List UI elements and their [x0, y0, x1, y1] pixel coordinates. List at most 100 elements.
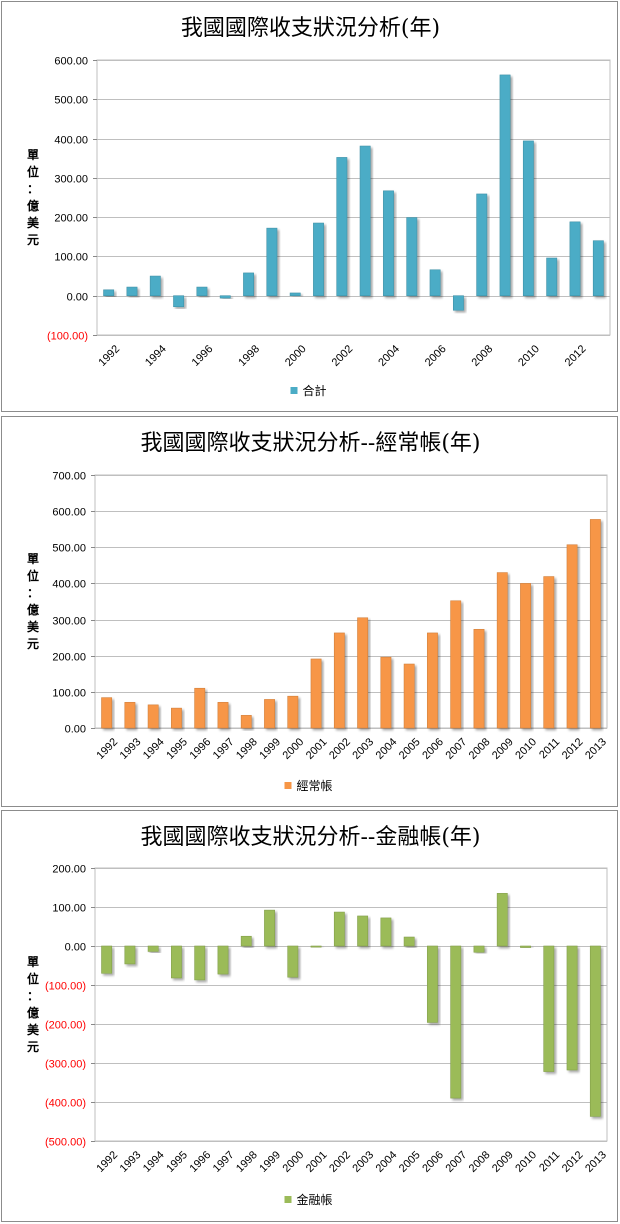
bar[interactable]: [266, 227, 278, 297]
bar[interactable]: [380, 917, 392, 947]
bar[interactable]: [101, 945, 113, 974]
bar[interactable]: [217, 702, 229, 729]
bar[interactable]: [336, 157, 348, 297]
x-tick-label: 2001: [304, 1149, 330, 1175]
bar[interactable]: [240, 715, 252, 729]
bar[interactable]: [196, 286, 208, 297]
x-tick-label: 2006: [420, 1149, 446, 1175]
chart-financial-account-svg: 我國國際收支狀況分析--金融帳(年) (500.00) (400.00) (300.0…: [27, 825, 609, 1207]
bar[interactable]: [496, 572, 508, 729]
bar[interactable]: [543, 945, 555, 1072]
bar[interactable]: [219, 295, 231, 299]
bar[interactable]: [287, 695, 299, 729]
bar[interactable]: [243, 272, 254, 297]
bar[interactable]: [124, 702, 136, 729]
bar[interactable]: [476, 193, 488, 297]
y-axis-label-char: ：: [27, 989, 39, 1003]
y-tick-label: 300.00: [52, 616, 86, 628]
y-tick-label: 600.00: [54, 56, 88, 68]
x-tick-label: 1996: [187, 1149, 213, 1175]
bar[interactable]: [171, 707, 182, 729]
bar[interactable]: [569, 221, 581, 297]
x-tick-label: 1999: [257, 736, 283, 762]
bar[interactable]: [543, 576, 555, 729]
bar[interactable]: [427, 632, 438, 729]
plot-area: [94, 867, 608, 1142]
bar[interactable]: [103, 289, 115, 297]
x-tick-label: 1999: [257, 1149, 283, 1175]
chart-total-svg: 我國國際收支狀況分析(年) (100.00) 0.00 100.00 200.00 300…: [27, 16, 611, 398]
bar[interactable]: [333, 632, 345, 729]
bar[interactable]: [546, 257, 558, 297]
x-tick-label: 2002: [327, 1149, 353, 1175]
bar[interactable]: [124, 945, 136, 965]
bar[interactable]: [520, 583, 531, 729]
bar[interactable]: [589, 945, 601, 1117]
chart-title: 我國國際收支狀況分析--經常帳(年): [140, 431, 480, 456]
bar[interactable]: [171, 945, 182, 979]
chart-panel-current-account: 我國國際收支狀況分析--經常帳(年) 0.00 100.00 200.00 300.00…: [1, 416, 618, 807]
bar[interactable]: [473, 629, 485, 729]
bar[interactable]: [357, 617, 369, 729]
bar[interactable]: [194, 687, 206, 729]
x-tick-label: 2011: [537, 1149, 562, 1174]
bar[interactable]: [310, 658, 322, 729]
bar[interactable]: [566, 544, 578, 729]
bar[interactable]: [126, 286, 138, 297]
bar[interactable]: [357, 915, 369, 947]
y-tick-label: 100.00: [52, 688, 86, 700]
bar[interactable]: [427, 945, 438, 1023]
bar[interactable]: [450, 945, 462, 1099]
x-tick-label: 2008: [470, 343, 496, 369]
chart-title: 我國國際收支狀況分析(年): [181, 16, 440, 41]
x-tick-label: 2003: [350, 1149, 376, 1175]
bar[interactable]: [173, 295, 185, 308]
x-tick-label: 1996: [190, 343, 216, 369]
x-tick-label: 2006: [423, 343, 449, 369]
bar[interactable]: [406, 217, 418, 297]
y-tick-label: 400.00: [54, 135, 88, 147]
bar[interactable]: [403, 936, 415, 947]
bar[interactable]: [403, 663, 415, 729]
bar[interactable]: [287, 945, 299, 978]
bar[interactable]: [453, 295, 464, 311]
bar[interactable]: [473, 945, 485, 953]
x-tick-label: 2000: [281, 736, 307, 762]
bar[interactable]: [147, 704, 159, 729]
x-tick-label: 2001: [304, 736, 330, 762]
bar[interactable]: [149, 275, 161, 297]
bar[interactable]: [499, 74, 511, 297]
bar[interactable]: [264, 699, 275, 729]
bar[interactable]: [289, 292, 301, 297]
bar[interactable]: [380, 656, 392, 729]
bar[interactable]: [313, 222, 324, 297]
y-tick-label: 100.00: [54, 252, 88, 264]
bar[interactable]: [333, 911, 345, 947]
bar[interactable]: [566, 945, 578, 1071]
bar[interactable]: [522, 140, 534, 297]
bar[interactable]: [194, 945, 206, 981]
bar[interactable]: [217, 945, 229, 975]
bar[interactable]: [101, 697, 113, 729]
legend-label: 合計: [303, 383, 327, 398]
bar[interactable]: [147, 945, 159, 952]
chart-panel-financial-account: 我國國際收支狀況分析--金融帳(年) (500.00) (400.00) (300.0…: [1, 810, 618, 1222]
bar[interactable]: [383, 190, 394, 297]
x-tick-label: 1997: [211, 736, 237, 762]
bar[interactable]: [429, 269, 441, 297]
bar[interactable]: [359, 145, 371, 297]
x-tick-label: 2013: [583, 736, 609, 762]
legend: 金融帳: [284, 1192, 333, 1207]
bar[interactable]: [589, 519, 601, 729]
bar[interactable]: [520, 945, 531, 948]
x-tick-label: 2012: [560, 1149, 586, 1175]
bar[interactable]: [592, 240, 604, 297]
bar[interactable]: [496, 893, 508, 947]
x-tick-label: 1993: [118, 736, 144, 762]
y-axis-label-char: 位: [27, 971, 39, 986]
bar[interactable]: [450, 600, 462, 729]
bar[interactable]: [310, 945, 322, 948]
bar[interactable]: [264, 909, 275, 947]
bar[interactable]: [240, 935, 252, 947]
x-tick-label: 2009: [490, 1149, 516, 1175]
